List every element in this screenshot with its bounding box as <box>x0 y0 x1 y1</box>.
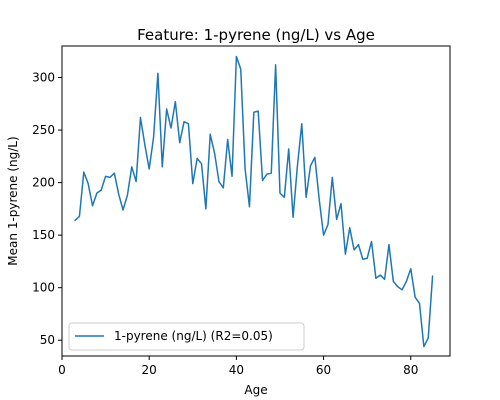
y-axis-ticks: 50 100 150 200 250 300 <box>32 71 62 347</box>
legend-series-name: 1-pyrene (ng/L) (R2=0.05) <box>114 329 273 343</box>
x-tick-label: 60 <box>316 363 331 377</box>
legend: 1-pyrene (ng/L) (R2=0.05) <box>68 322 305 351</box>
y-tick-label: 100 <box>32 281 55 295</box>
y-tick-label: 150 <box>32 228 55 242</box>
y-axis-label: Mean 1-pyrene (ng/L) <box>6 136 20 265</box>
legend-box <box>68 322 305 351</box>
y-tick-label: 300 <box>32 71 55 85</box>
plot-area-frame <box>61 45 451 357</box>
x-axis-ticks: 0 20 40 60 80 <box>58 356 418 377</box>
x-axis-label: Age <box>244 383 267 397</box>
y-tick-label: 250 <box>32 123 55 137</box>
x-tick-label: 0 <box>58 363 66 377</box>
series-line <box>74 55 434 348</box>
x-tick-label: 40 <box>229 363 244 377</box>
y-tick-label: 50 <box>40 333 55 347</box>
x-tick-label: 80 <box>403 363 418 377</box>
x-tick-label: 20 <box>142 363 157 377</box>
chart-title: Feature: 1-pyrene (ng/L) vs Age <box>137 26 375 44</box>
y-tick-label: 200 <box>32 176 55 190</box>
